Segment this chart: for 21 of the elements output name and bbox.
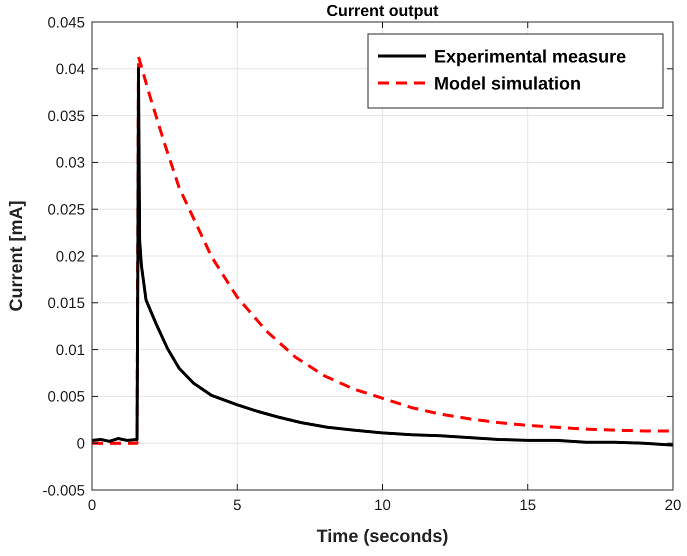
x-tick-label: 15 — [519, 497, 536, 514]
y-tick-label: 0.01 — [56, 342, 85, 359]
y-tick-label: 0.035 — [47, 108, 85, 125]
x-axis-title: Time (seconds) — [316, 526, 448, 546]
legend-label: Model simulation — [434, 73, 582, 94]
y-tick-label: 0.03 — [56, 154, 85, 172]
y-tick-label: 0.04 — [56, 61, 85, 78]
y-tick-label: 0.045 — [47, 14, 85, 32]
x-tick-label: 10 — [374, 497, 391, 514]
y-tick-label: -0.005 — [42, 482, 85, 500]
y-tick-label: 0.025 — [47, 201, 85, 218]
y-tick-label: 0 — [76, 435, 85, 452]
y-tick-label: 0.005 — [47, 388, 85, 406]
x-tick-label: 5 — [233, 497, 242, 514]
y-tick-label: 0.015 — [47, 295, 85, 312]
y-tick-label: 0.02 — [56, 248, 85, 266]
x-tick-label: 20 — [664, 497, 682, 514]
chart-title: Current output — [326, 3, 440, 20]
y-axis-title: Current [mA] — [6, 200, 26, 312]
x-tick-label: 0 — [88, 497, 96, 514]
legend-label: Experimental measure — [434, 46, 626, 66]
